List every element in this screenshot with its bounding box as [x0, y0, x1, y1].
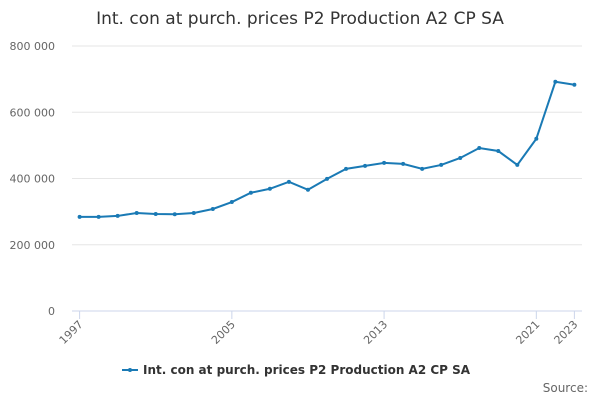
data-point [363, 163, 368, 168]
data-point [305, 187, 310, 192]
data-point [572, 82, 577, 87]
data-point [420, 166, 425, 171]
data-point [382, 160, 387, 165]
source: Source: [543, 381, 588, 395]
data-point [96, 214, 101, 219]
data-point [344, 166, 349, 171]
data-point [153, 211, 158, 216]
series-line [79, 80, 575, 218]
data-point [458, 155, 463, 160]
chart-title: Int. con at purch. prices P2 Production … [96, 9, 504, 29]
data-point [267, 186, 272, 191]
data-point [515, 162, 520, 167]
y-tick-label: 200 000 [10, 239, 56, 252]
data-point [534, 136, 539, 141]
data-point [439, 162, 444, 167]
data-point [229, 200, 234, 205]
x-tick-label: 2023 [552, 318, 581, 347]
data-point [477, 146, 482, 151]
x-tick-label: 2021 [513, 318, 542, 347]
data-point [325, 176, 329, 181]
data-point [115, 213, 120, 218]
x-tick-label: 1997 [57, 318, 86, 347]
data-point [134, 210, 139, 215]
data-point [172, 212, 177, 217]
x-tick-label: 2005 [209, 318, 238, 347]
data-point [401, 161, 406, 166]
y-tick-label: 800 000 [10, 40, 56, 53]
legend-marker [128, 368, 132, 372]
data-point [286, 179, 291, 184]
y-tick-label: 0 [48, 305, 55, 318]
x-tick-label: 2013 [361, 318, 390, 347]
data-point [210, 206, 215, 211]
data-point [77, 214, 82, 219]
data-point [553, 79, 558, 84]
legend-label: Int. con at purch. prices P2 Production … [143, 363, 471, 377]
y-tick-label: 400 000 [10, 173, 56, 186]
data-point [191, 210, 196, 215]
data-point [496, 149, 501, 154]
y-tick-label: 600 000 [10, 106, 56, 119]
data-point [248, 190, 253, 195]
